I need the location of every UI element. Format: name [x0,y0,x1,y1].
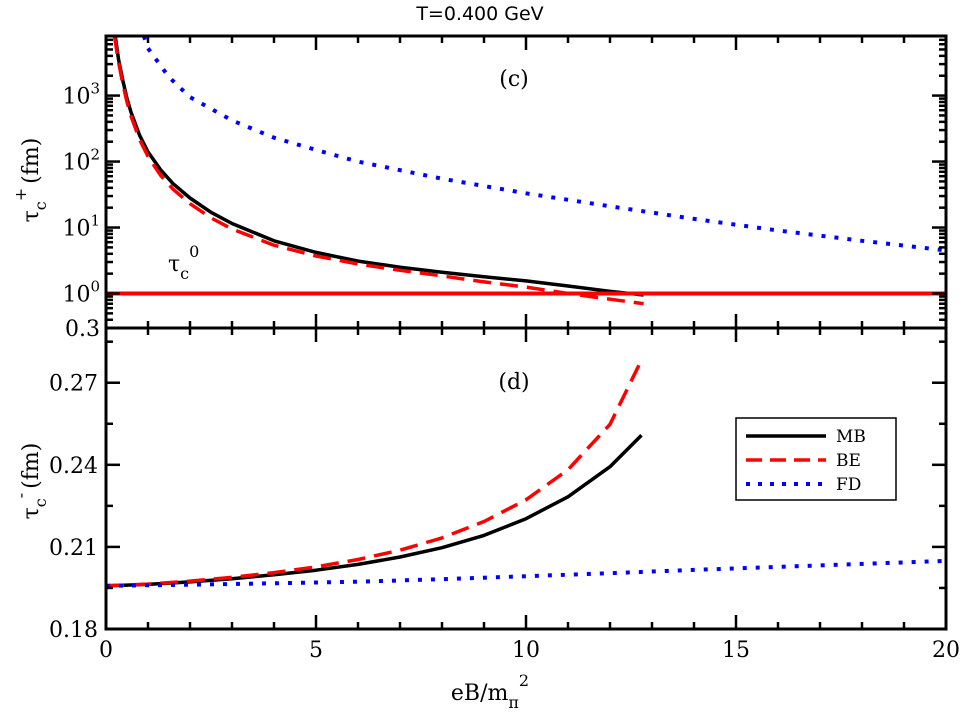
y-tick-label: 0.24 [49,454,98,479]
legend-frame [735,417,897,501]
panel-d-curves [106,359,946,588]
legend-label-fd: FD [836,475,861,495]
panel-c-curves [106,36,946,306]
panel-c-series-be [112,36,644,306]
panel-d-series-be [106,359,644,588]
x-tick-label: 5 [309,638,323,663]
y-tick-label: 100 [62,278,100,308]
x-tick-label: 15 [722,638,750,663]
x-axis-label: eB/mπ2 [451,671,529,712]
panel-d-label: (d) [498,370,529,395]
y-tick-label: 0.27 [49,372,98,397]
panel-c-label: (c) [499,67,529,92]
legend-label-be: BE [836,451,861,471]
x-tick-label: 10 [512,638,540,663]
panel-c-ylabel: τc+(fm) [11,138,50,223]
y-tick-label: 0.3 [65,317,100,342]
y-tick-label: 0.18 [49,618,98,643]
y-tick-label: 101 [62,212,100,242]
y-tick-label: 103 [62,80,100,110]
x-tick-label: 0 [99,638,113,663]
tau-c0-annotation: τc0 [168,242,199,283]
y-tick-label: 102 [62,146,100,176]
panel-c-ticks: 0.3 100 101 102 103 [62,34,948,342]
chart-title: T=0.400 GeV [415,3,543,25]
legend: MB BE FD [735,417,897,501]
panel-d-ticks: 0 5 10 15 20 0.18 0.21 0.24 0.27 [49,328,960,663]
panel-c: 0.3 100 101 102 103 (c) τc0 τc+(fm) [11,34,948,342]
panel-d-series-fd [106,558,946,588]
panel-d-ylabel: τc-(fm) [11,443,50,520]
panel-d: 0 5 10 15 20 0.18 0.21 0.24 0.27 (d) τc-(fm) MB … [11,326,960,663]
panel-d-series-mb [106,434,643,588]
panel-c-series-fd [141,36,946,253]
y-tick-label: 0.21 [49,536,98,561]
legend-label-mb: MB [836,427,866,447]
x-tick-label: 20 [932,638,960,663]
